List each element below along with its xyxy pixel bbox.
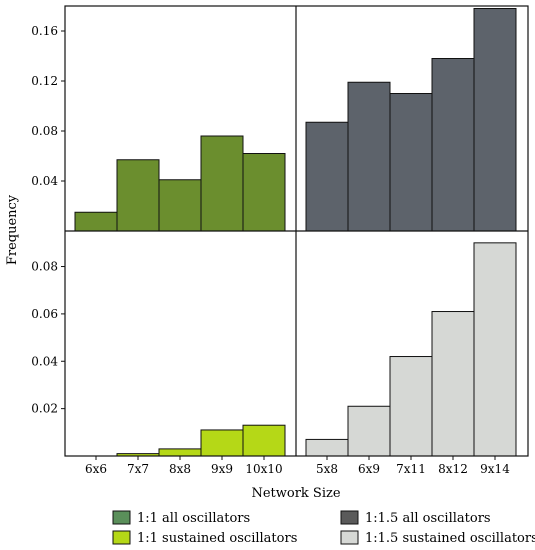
legend-swatch [340, 510, 359, 525]
plot-frame [64, 5, 529, 457]
bar-top-right-6x9 [347, 81, 391, 232]
legend-label: 1:1.5 sustained oscillators [365, 531, 535, 546]
legend: 1:1 all oscillators 1:1.5 all oscillators… [112, 510, 535, 546]
x-tick-label: 5x8 [316, 462, 338, 476]
y-tick-label: 0.04 [31, 354, 58, 368]
x-tick-label: 7x11 [396, 462, 426, 476]
legend-item: 1:1 sustained oscillators [112, 530, 297, 546]
x-tick-label: 8x12 [438, 462, 468, 476]
x-tick-label: 9x9 [211, 462, 233, 476]
legend-swatch [112, 530, 131, 545]
y-tick-label: 0.16 [31, 24, 58, 38]
y-tick-label: 0.08 [31, 260, 58, 274]
x-tick-label: 8x8 [169, 462, 191, 476]
y-axis-ticks: 0.04 0.08 0.12 0.16 0.02 0.04 0.06 0.08 [31, 24, 65, 416]
y-tick-label: 0.04 [31, 174, 58, 188]
legend-item: 1:1.5 sustained oscillators [340, 530, 535, 546]
y-tick-label: 0.12 [31, 74, 58, 88]
bar-top-left-9x9 [200, 135, 244, 232]
x-tick-label: 6x6 [85, 462, 107, 476]
bar-top-right-9x14 [473, 8, 517, 232]
legend-label: 1:1 all oscillators [137, 511, 250, 526]
x-tick-label: 10x10 [245, 462, 282, 476]
legend-swatch [112, 510, 131, 525]
panel-top-left [74, 135, 286, 232]
x-axis-ticks: 6x6 7x7 8x8 9x9 10x10 5x8 6x9 7x11 8x12 9x14 [85, 456, 510, 476]
bar-top-left-6x6 [74, 211, 118, 232]
bar-bottom-right-8x12 [431, 311, 475, 457]
legend-item: 1:1 all oscillators [112, 510, 250, 526]
bar-top-right-7x11 [389, 93, 433, 232]
legend-item: 1:1.5 all oscillators [340, 510, 491, 526]
y-tick-label: 0.02 [31, 402, 58, 416]
bar-top-left-8x8 [158, 179, 202, 232]
panel-top-right [305, 8, 517, 232]
legend-swatch [340, 530, 359, 545]
x-tick-label: 7x7 [127, 462, 149, 476]
y-axis-title: Frequency [5, 194, 20, 265]
x-axis-title: Network Size [251, 486, 340, 501]
bar-bottom-left-9x9 [200, 429, 244, 457]
bar-bottom-right-7x11 [389, 356, 433, 457]
bar-bottom-right-6x9 [347, 405, 391, 457]
bars-layer [74, 8, 517, 457]
y-tick-label: 0.06 [31, 307, 58, 321]
bar-bottom-right-9x14 [473, 242, 517, 457]
bar-bottom-left-8x8 [158, 448, 202, 457]
bar-top-left-10x10 [242, 153, 286, 232]
x-tick-label: 6x9 [358, 462, 380, 476]
bar-bottom-right-5x8 [305, 438, 349, 457]
panel-bottom-right [305, 242, 517, 457]
legend-label: 1:1.5 all oscillators [365, 511, 491, 526]
y-tick-label: 0.08 [31, 124, 58, 138]
bar-top-right-8x12 [431, 58, 475, 232]
legend-label: 1:1 sustained oscillators [137, 531, 297, 546]
panel-bottom-left [116, 424, 286, 457]
x-tick-label: 9x14 [480, 462, 510, 476]
bar-top-left-7x7 [116, 159, 160, 232]
bar-top-right-5x8 [305, 121, 349, 232]
bar-bottom-left-10x10 [242, 424, 286, 457]
